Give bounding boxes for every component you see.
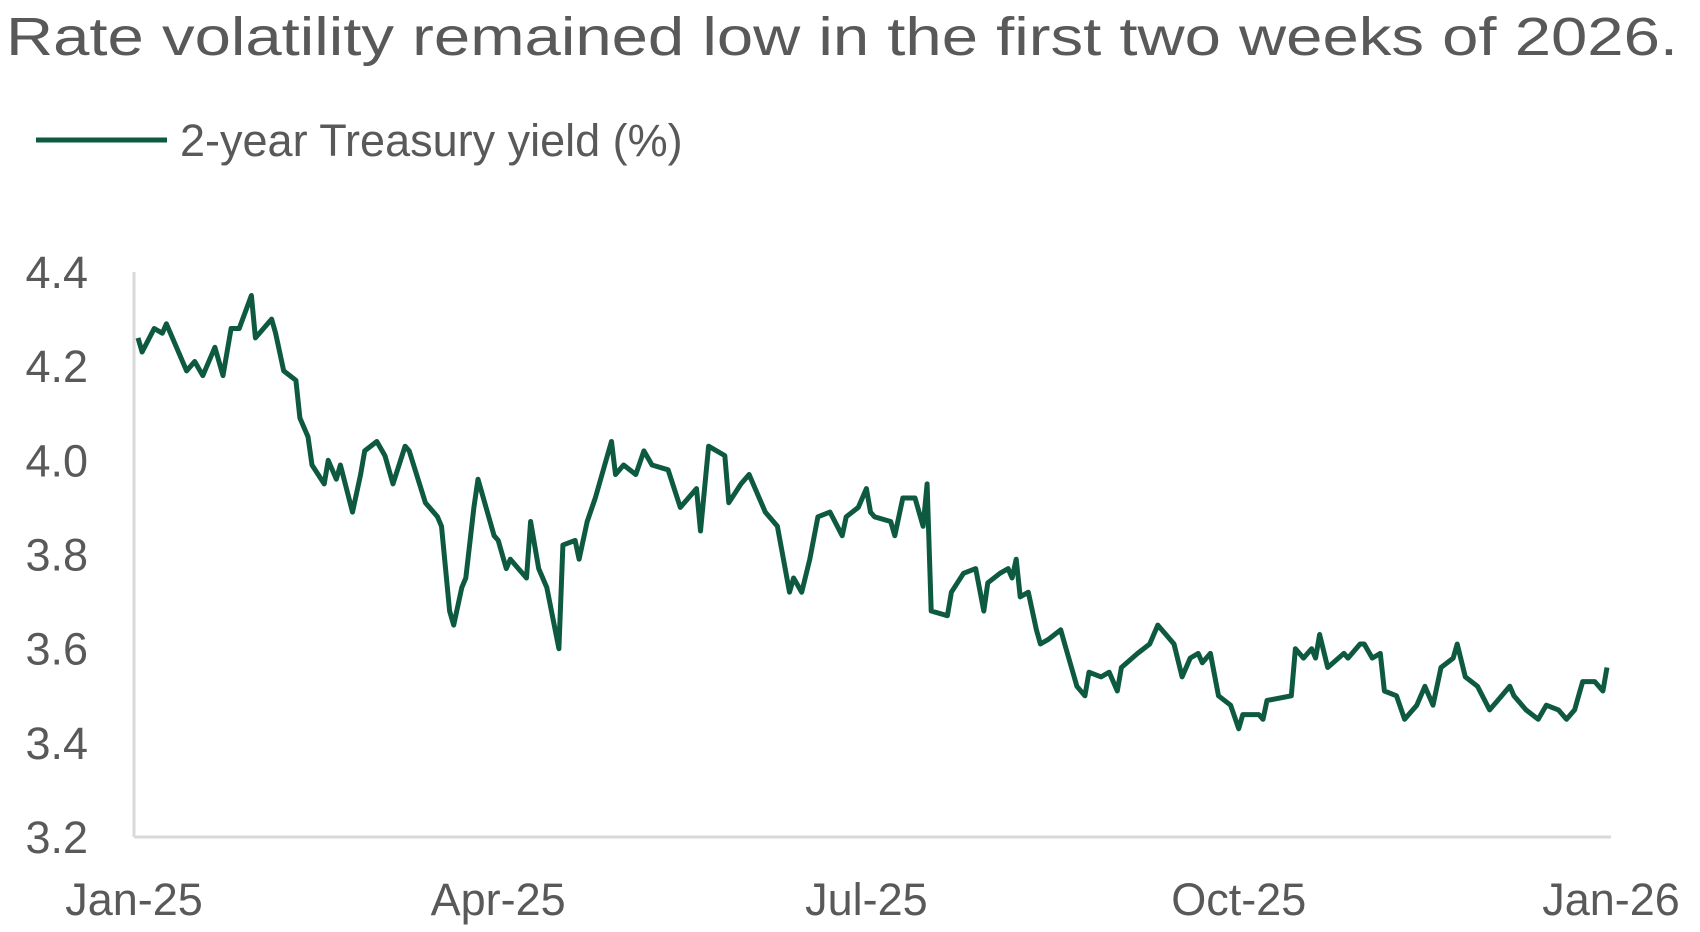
x-tick-label: Oct-25	[1171, 874, 1306, 925]
series-line-2yr-treasury	[135, 293, 1610, 732]
y-tick-label: 3.8	[25, 530, 88, 581]
y-tick-label: 3.4	[25, 718, 88, 769]
y-tick-labels: 4.4 4.2 4.0 3.8 3.6 3.4 3.2	[25, 247, 88, 863]
y-tick-label: 3.6	[25, 624, 88, 675]
chart-title: Rate volatility remained low in the firs…	[6, 7, 1678, 67]
y-tick-label: 4.4	[25, 247, 88, 298]
x-tick-label: Apr-25	[431, 874, 566, 925]
y-tick-label: 3.2	[25, 812, 88, 863]
series-group	[135, 293, 1610, 732]
x-tick-label: Jan-26	[1542, 874, 1680, 925]
y-tick-label: 4.0	[25, 435, 88, 486]
x-tick-label: Jul-25	[805, 874, 928, 925]
legend-label: 2-year Treasury yield (%)	[180, 115, 683, 166]
legend: 2-year Treasury yield (%)	[36, 115, 683, 166]
x-tick-labels: Jan-25 Apr-25 Jul-25 Oct-25 Jan-26	[65, 874, 1680, 925]
x-tick-label: Jan-25	[65, 874, 203, 925]
y-tick-label: 4.2	[25, 341, 88, 392]
